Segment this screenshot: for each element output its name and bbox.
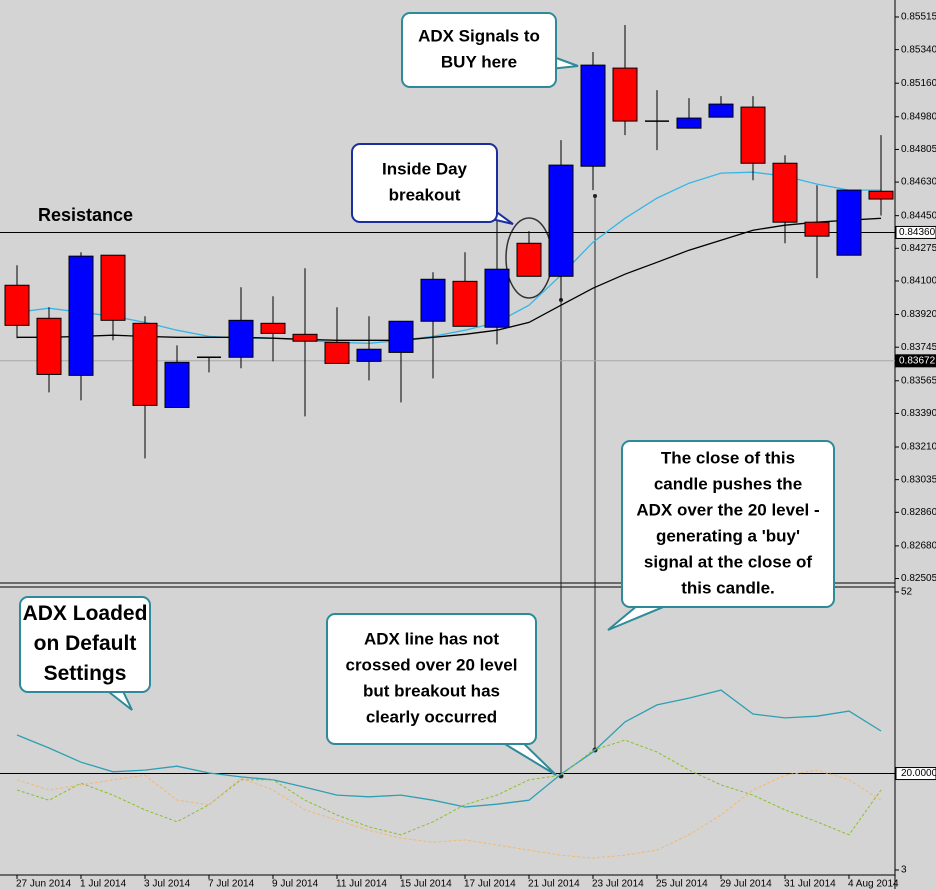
x-tick-label: 9 Jul 2014: [272, 879, 319, 889]
x-tick-label: 3 Jul 2014: [144, 879, 191, 889]
y-tick-label: 0.83210: [901, 442, 936, 453]
x-tick-label: 11 Jul 2014: [336, 879, 387, 889]
callout-box: [326, 613, 537, 745]
callout-text: BUY here: [441, 52, 517, 71]
callout-text: this candle.: [681, 578, 775, 597]
callout-text: crossed over 20 level: [345, 655, 517, 674]
callout-box: [621, 440, 835, 608]
candle-body: [420, 278, 446, 322]
callout-box: [401, 12, 557, 88]
x-tick-label: 17 Jul 2014: [464, 879, 516, 889]
price-level-box: [895, 354, 936, 368]
level-box: [895, 767, 936, 781]
candle-body: [4, 284, 30, 326]
y-tick-label: 0.83920: [901, 309, 936, 320]
candle-body: [836, 189, 862, 256]
callout-text: Settings: [44, 662, 127, 685]
y-tick-label: 0.84980: [901, 111, 936, 122]
x-tick-label: 1 Jul 2014: [80, 879, 127, 889]
candle-body: [804, 221, 830, 237]
callout-text: Inside Day: [382, 159, 468, 178]
callout-box: [351, 143, 498, 223]
moving-average: [16, 171, 881, 344]
x-tick-label: 27 Jun 2014: [16, 879, 71, 889]
x-tick-label: 21 Jul 2014: [528, 879, 580, 889]
y-tick-label: 0.85515: [901, 12, 936, 23]
candle-body: [292, 333, 318, 342]
candle-body: [356, 348, 382, 362]
callout-text: ADX Signals to: [418, 26, 540, 45]
x-tick-label: 4 Aug 2014: [848, 879, 899, 889]
price-level-label: 0.84360: [899, 227, 936, 238]
y-tick-label: 0.83745: [901, 342, 936, 353]
candle-body: [740, 106, 766, 164]
x-tick-label: 31 Jul 2014: [784, 879, 836, 889]
connector-dot: [593, 194, 597, 198]
y-tick-label: 0.82505: [901, 573, 936, 584]
callout-text: ADX over the 20 level -: [636, 500, 819, 519]
callout-text: breakout: [389, 185, 461, 204]
y-tick-label: 3: [901, 865, 907, 876]
price-level-label: 0.83672: [899, 355, 936, 366]
y-tick-label: 0.82680: [901, 541, 936, 552]
y-tick-label: 0.84100: [901, 276, 936, 287]
candle-body: [36, 317, 62, 375]
indicator-line: [16, 739, 882, 836]
y-tick-label: 20.0000: [901, 768, 936, 779]
callout-text: on Default: [34, 632, 137, 655]
y-tick-label: 0.84630: [901, 177, 936, 188]
candle-body: [132, 322, 158, 406]
candle-body: [708, 103, 734, 118]
x-tick-label: 7 Jul 2014: [208, 879, 255, 889]
candle-body: [516, 242, 542, 277]
x-tick-label: 23 Jul 2014: [592, 879, 644, 889]
candle-body: [548, 164, 574, 277]
y-tick-label: 0.84805: [901, 144, 936, 155]
candle-body: [484, 268, 510, 328]
candle-body: [868, 190, 894, 200]
y-tick-label: 0.84450: [901, 210, 936, 221]
candle-body: [772, 162, 798, 223]
candle-body: [324, 341, 350, 364]
indicator-line: [16, 769, 882, 859]
candle-body: [100, 254, 126, 321]
y-tick-label: 52: [901, 587, 913, 598]
candle-body: [164, 361, 190, 408]
y-tick-label: 0.83565: [901, 375, 936, 386]
y-tick-label: 0.85340: [901, 44, 936, 55]
candle-body: [388, 320, 414, 353]
y-tick-label: 0.83035: [901, 474, 936, 485]
callout-text: ADX line has not: [364, 629, 499, 648]
callout-text: ADX Loaded: [23, 602, 148, 625]
candle-body: [452, 280, 478, 327]
price-level-box: [895, 225, 936, 239]
y-tick-label: 0.83390: [901, 408, 936, 419]
x-tick-label: 25 Jul 2014: [656, 879, 708, 889]
callout-box: [19, 596, 151, 693]
candle-body: [676, 117, 702, 129]
callout-text: generating a 'buy': [656, 526, 800, 545]
callout-text: candle pushes the: [654, 474, 802, 493]
x-tick-label: 15 Jul 2014: [400, 879, 452, 889]
candle-body: [228, 319, 254, 358]
y-tick-label: 0.82860: [901, 507, 936, 518]
callout-text: clearly occurred: [366, 707, 497, 726]
x-tick-label: 29 Jul 2014: [720, 879, 772, 889]
candle-body: [260, 322, 286, 334]
candle-body: [612, 67, 638, 122]
indicator-line: [16, 689, 882, 808]
annotation-label: Resistance: [38, 205, 133, 225]
callout-text: signal at the close of: [644, 552, 812, 571]
moving-average: [17, 217, 882, 341]
callout-text: but breakout has: [363, 681, 500, 700]
candle-body: [580, 64, 606, 167]
candle-body: [68, 255, 94, 376]
callout-text: The close of this: [661, 448, 795, 467]
y-tick-label: 0.84275: [901, 243, 936, 254]
y-tick-label: 0.85160: [901, 78, 936, 89]
